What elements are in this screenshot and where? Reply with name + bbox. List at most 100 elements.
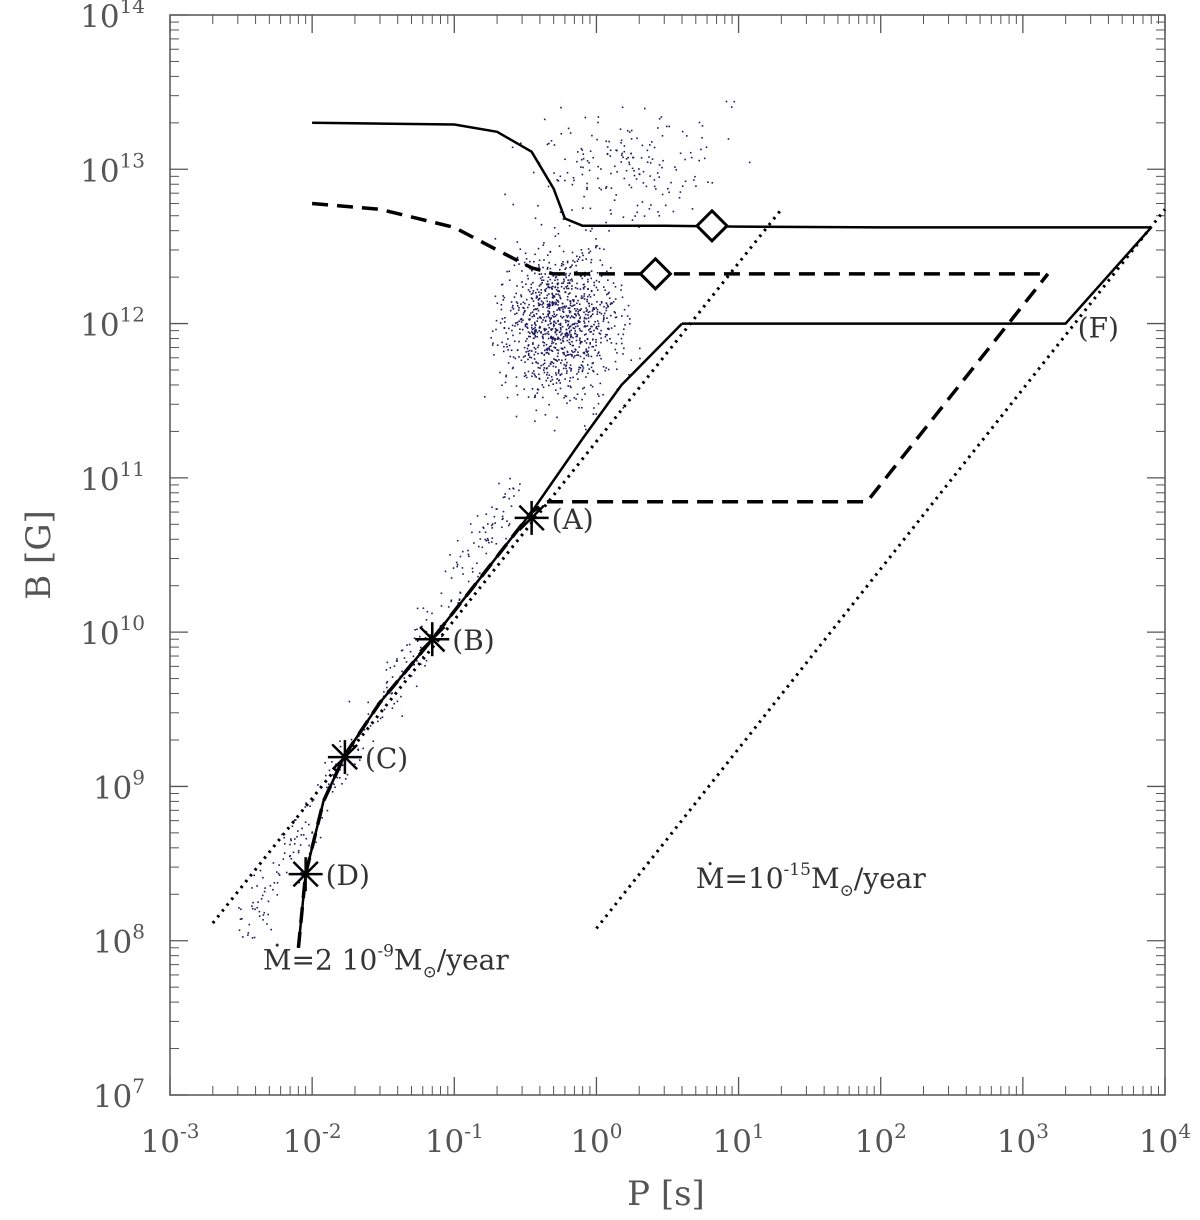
scatter-point bbox=[289, 843, 291, 846]
scatter-point bbox=[570, 278, 573, 280]
scatter-point bbox=[534, 321, 536, 324]
scatter-point bbox=[523, 311, 525, 314]
scatter-point bbox=[571, 285, 573, 287]
scatter-point bbox=[501, 341, 503, 344]
scatter-point bbox=[620, 337, 623, 340]
scatter-point bbox=[598, 281, 600, 283]
scatter-point bbox=[581, 330, 583, 332]
scatter-point bbox=[555, 301, 557, 304]
scatter-point bbox=[558, 245, 561, 247]
scatter-point bbox=[555, 374, 558, 376]
scatter-point bbox=[564, 358, 567, 361]
scatter-point bbox=[426, 610, 429, 613]
scatter-point bbox=[549, 267, 552, 270]
scatter-point bbox=[242, 936, 244, 938]
scatter-point bbox=[530, 297, 533, 299]
scatter-point bbox=[278, 874, 281, 876]
scatter-point bbox=[568, 311, 571, 314]
scatter-point bbox=[591, 227, 593, 230]
scatter-point bbox=[534, 348, 537, 350]
scatter-point bbox=[507, 524, 510, 527]
scatter-point bbox=[546, 268, 549, 270]
scatter-point bbox=[559, 382, 561, 384]
scatter-point bbox=[541, 279, 543, 282]
scatter-point bbox=[653, 146, 656, 149]
scatter-point bbox=[600, 337, 602, 339]
scatter-point bbox=[557, 392, 559, 395]
scatter-point bbox=[548, 326, 550, 329]
scatter-point bbox=[536, 307, 539, 310]
scatter-point bbox=[660, 116, 663, 118]
scatter-point bbox=[575, 295, 577, 298]
scatter-point bbox=[542, 369, 545, 371]
scatter-point bbox=[519, 248, 522, 250]
scatter-point bbox=[589, 250, 592, 253]
scatter-point bbox=[534, 331, 536, 333]
scatter-point bbox=[579, 355, 582, 358]
scatter-point bbox=[585, 333, 587, 335]
scatter-point bbox=[566, 295, 569, 298]
scatter-point bbox=[539, 283, 542, 286]
scatter-point bbox=[514, 357, 517, 360]
scatter-point bbox=[552, 311, 555, 313]
scatter-point bbox=[591, 385, 594, 388]
scatter-point bbox=[546, 332, 548, 335]
scatter-point bbox=[477, 575, 479, 578]
scatter-point bbox=[537, 346, 539, 349]
scatter-point bbox=[636, 137, 638, 140]
scatter-point bbox=[386, 661, 389, 664]
scatter-point bbox=[556, 329, 559, 331]
scatter-point bbox=[551, 296, 554, 299]
scatter-point bbox=[576, 255, 578, 258]
scatter-point bbox=[571, 355, 573, 357]
scatter-point bbox=[553, 227, 556, 229]
scatter-point bbox=[556, 278, 559, 281]
scatter-point bbox=[538, 285, 541, 287]
scatter-point bbox=[524, 355, 526, 357]
scatter-point bbox=[538, 378, 541, 380]
scatter-point bbox=[565, 372, 568, 374]
scatter-point bbox=[372, 740, 375, 742]
scatter-point bbox=[546, 347, 549, 350]
scatter-point bbox=[690, 156, 693, 159]
scatter-point bbox=[554, 279, 556, 282]
asterisk-marker bbox=[518, 504, 545, 532]
scatter-point bbox=[598, 351, 600, 353]
scatter-point bbox=[391, 676, 394, 678]
scatter-point bbox=[523, 388, 525, 390]
series-line-dotted bbox=[595, 208, 1167, 930]
scatter-point bbox=[633, 174, 636, 177]
scatter-point bbox=[494, 522, 496, 524]
scatter-point bbox=[727, 138, 730, 140]
scatter-point bbox=[547, 324, 549, 326]
scatter-point bbox=[592, 306, 595, 309]
scatter-point bbox=[607, 327, 610, 330]
scatter-point bbox=[576, 393, 579, 395]
scatter-point bbox=[555, 330, 557, 332]
scatter-point bbox=[572, 356, 575, 359]
scatter-point bbox=[555, 329, 557, 331]
scatter-points bbox=[238, 100, 751, 939]
scatter-point bbox=[552, 295, 554, 297]
scatter-point bbox=[525, 258, 528, 260]
scatter-point bbox=[622, 216, 625, 218]
scatter-point bbox=[357, 748, 359, 751]
scatter-point bbox=[515, 415, 518, 418]
scatter-point bbox=[543, 367, 546, 369]
scatter-point bbox=[511, 306, 514, 309]
scatter-point bbox=[582, 153, 585, 155]
scatter-point bbox=[586, 160, 589, 162]
scatter-point bbox=[585, 342, 588, 344]
x-tick-label: 103 bbox=[997, 1119, 1049, 1160]
scatter-point bbox=[261, 894, 264, 897]
scatter-point bbox=[569, 385, 571, 388]
scatter-point bbox=[558, 323, 560, 326]
scatter-point bbox=[548, 310, 551, 313]
scatter-point bbox=[560, 315, 562, 318]
scatter-point bbox=[569, 310, 572, 313]
scatter-point bbox=[516, 285, 518, 287]
scatter-point bbox=[537, 366, 540, 369]
scatter-point bbox=[547, 285, 550, 288]
scatter-point bbox=[499, 371, 501, 374]
